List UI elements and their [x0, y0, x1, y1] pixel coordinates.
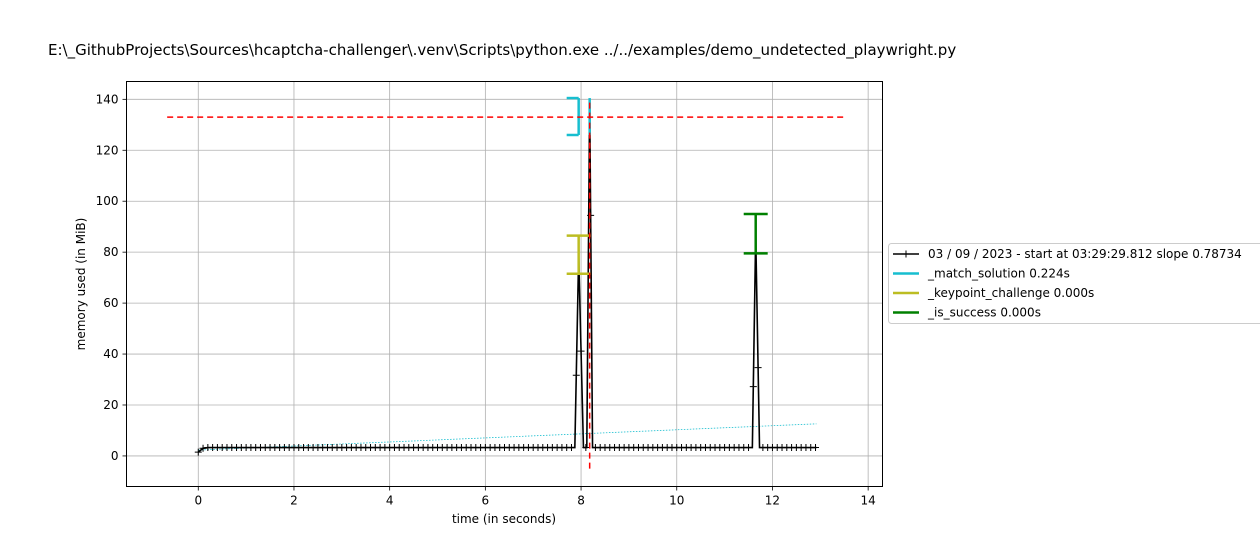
memory-sample-point — [754, 364, 762, 372]
legend: 03 / 09 / 2023 - start at 03:29:29.812 s… — [888, 243, 1260, 324]
memory-sample-point — [587, 211, 595, 219]
y-tick-label: 20 — [103, 398, 118, 412]
x-tick-label: 0 — [194, 494, 202, 508]
x-tick-label: 6 — [482, 494, 490, 508]
series-layer — [194, 99, 820, 456]
x-tick-label: 12 — [765, 494, 780, 508]
memory-sample-point — [572, 371, 580, 379]
legend-entry-match-solution: _match_solution 0.224s — [893, 267, 1070, 281]
keypoint-challenge-bracket — [566, 234, 591, 276]
legend-entry-is-success: _is_success 0.000s — [893, 306, 1041, 320]
x-axis-ticks: 0 2 4 6 8 10 12 14 — [194, 486, 876, 508]
memory-sample-point — [194, 448, 202, 456]
legend-label: 03 / 09 / 2023 - start at 03:29:29.812 s… — [928, 247, 1242, 261]
memory-sample-point — [812, 444, 820, 452]
memory-sample-point — [582, 444, 590, 452]
memory-sample-point — [199, 444, 207, 452]
y-tick-label: 0 — [111, 449, 119, 463]
legend-label: _is_success 0.000s — [927, 306, 1041, 320]
x-tick-label: 14 — [861, 494, 876, 508]
legend-marker-plus — [902, 250, 910, 258]
memory-sample-point — [567, 444, 575, 452]
legend-box — [888, 243, 1260, 324]
slope-line-layer — [198, 423, 817, 451]
x-tick-label: 8 — [577, 494, 585, 508]
plot-frame — [126, 81, 883, 487]
y-tick-label: 120 — [96, 143, 119, 157]
x-tick-label: 10 — [669, 494, 684, 508]
memory-sample-point — [745, 444, 753, 452]
y-tick-label: 80 — [103, 245, 118, 259]
legend-label: _match_solution 0.224s — [927, 267, 1070, 281]
is-success-bracket — [743, 212, 768, 255]
y-axis-ticks: 0 20 40 60 80 100 120 140 — [96, 92, 127, 463]
memory-sample-point — [749, 383, 757, 391]
legend-entry-keypoint-challenge: _keypoint_challenge 0.000s — [893, 286, 1094, 300]
slope-line — [198, 423, 817, 451]
y-axis-label: memory used (in MiB) — [74, 218, 88, 351]
y-tick-label: 40 — [103, 347, 118, 361]
max-memory-lines-layer — [167, 99, 847, 469]
y-tick-label: 60 — [103, 296, 118, 310]
legend-label: _keypoint_challenge 0.000s — [927, 286, 1094, 300]
function-brackets-layer — [566, 96, 768, 276]
legend-entry-memory: 03 / 09 / 2023 - start at 03:29:29.812 s… — [893, 247, 1242, 261]
x-tick-label: 4 — [386, 494, 394, 508]
x-axis-label: time (in seconds) — [452, 512, 556, 526]
memory-sample-point — [577, 347, 585, 355]
chart-title: E:\_GithubProjects\Sources\hcaptcha-chal… — [48, 41, 956, 60]
y-tick-label: 100 — [96, 194, 119, 208]
x-tick-label: 2 — [290, 494, 298, 508]
y-tick-label: 140 — [96, 92, 119, 106]
memory-usage-line — [197, 99, 817, 453]
